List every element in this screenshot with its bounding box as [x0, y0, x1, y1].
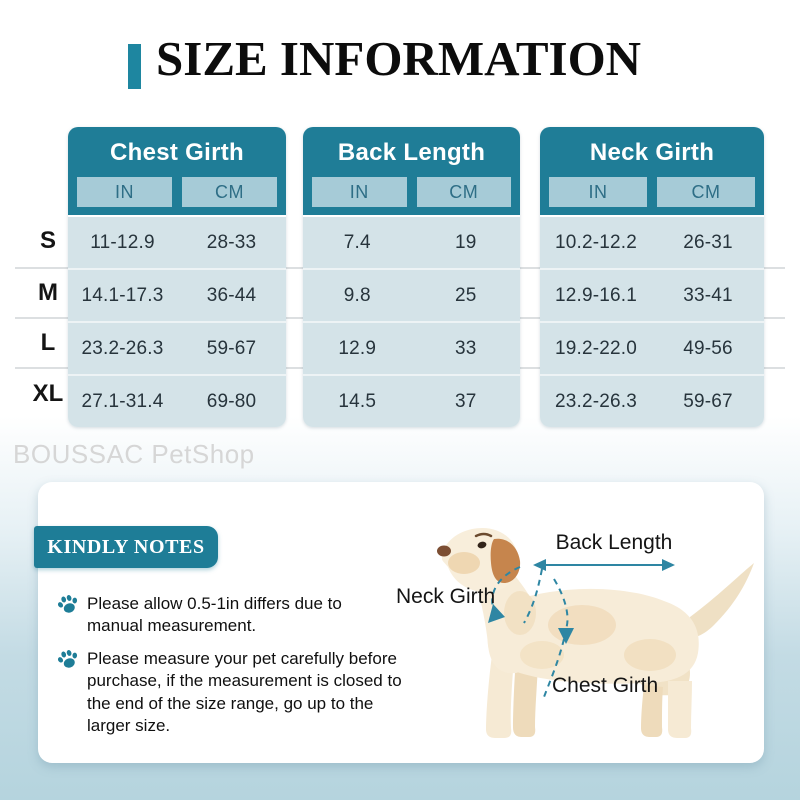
table-row: 9.8 25 — [303, 268, 520, 321]
size-label-l: L — [40, 329, 56, 356]
note-text: Please measure your pet carefully before… — [87, 649, 402, 736]
unit-header-in: IN — [312, 177, 407, 207]
table-header: Back Length IN CM — [303, 127, 520, 215]
cell-cm: 37 — [454, 390, 477, 412]
shop-watermark: BOUSSAC PetShop — [13, 439, 255, 469]
cell-in: 7.4 — [343, 231, 371, 253]
table-row: 11-12.9 28-33 — [68, 217, 286, 268]
table-row: 23.2-26.3 59-67 — [68, 321, 286, 374]
table-row: 12.9 33 — [303, 321, 520, 374]
page-title: SIZE INFORMATION — [156, 31, 642, 86]
paw-icon — [57, 595, 78, 613]
unit-header-cm: CM — [657, 177, 755, 207]
cell-in: 14.1-17.3 — [81, 284, 164, 306]
table-row: 27.1-31.4 69-80 — [68, 374, 286, 427]
table-body: 7.4 19 9.8 25 12.9 33 14.5 37 — [303, 217, 520, 427]
note-text: Please allow 0.5-1in differs due to manu… — [87, 594, 342, 636]
cell-in: 12.9 — [338, 337, 377, 359]
size-label-s: S — [39, 227, 56, 254]
cell-cm: 59-67 — [683, 390, 733, 412]
cell-in: 23.2-26.3 — [81, 337, 164, 359]
size-table-back-length: Back Length IN CM 7.4 19 9.8 25 12.9 33 … — [303, 127, 520, 427]
size-label-m: M — [38, 279, 58, 306]
paw-icon — [57, 650, 78, 668]
neck-girth-label: Neck Girth — [396, 585, 496, 608]
table-header: Chest Girth IN CM — [68, 127, 286, 215]
dog-illustration — [437, 527, 754, 738]
table-row: 7.4 19 — [303, 217, 520, 268]
table-row: 10.2-12.2 26-31 — [540, 217, 764, 268]
title-accent-bar — [128, 44, 141, 89]
cell-in: 12.9-16.1 — [554, 284, 638, 306]
cell-in: 10.2-12.2 — [554, 231, 638, 253]
table-body: 10.2-12.2 26-31 12.9-16.1 33-41 19.2-22.… — [540, 217, 764, 427]
size-label-xl: XL — [32, 380, 64, 407]
table-title: Chest Girth — [110, 139, 244, 166]
table-row: 12.9-16.1 33-41 — [540, 268, 764, 321]
size-table-neck-girth: Neck Girth IN CM 10.2-12.2 26-31 12.9-16… — [540, 127, 764, 427]
table-row: 19.2-22.0 49-56 — [540, 321, 764, 374]
cell-cm: 33 — [454, 337, 477, 359]
unit-header-cm: CM — [416, 177, 511, 207]
unit-header-in: IN — [77, 177, 172, 207]
cell-cm: 19 — [454, 231, 477, 253]
kindly-notes-banner: KINDLY NOTES — [34, 526, 218, 568]
cell-cm: 25 — [454, 284, 477, 306]
table-header: Neck Girth IN CM — [540, 127, 764, 215]
cell-cm: 59-67 — [206, 337, 257, 359]
cell-cm: 49-56 — [683, 337, 733, 359]
chest-girth-label: Chest Girth — [552, 674, 659, 697]
cell-in: 11-12.9 — [90, 231, 155, 253]
note-item: Please allow 0.5-1in differs due to manu… — [56, 593, 406, 638]
table-row: 14.5 37 — [303, 374, 520, 427]
cell-cm: 28-33 — [206, 231, 257, 253]
size-table-chest-girth: Chest Girth IN CM 11-12.9 28-33 14.1-17.… — [68, 127, 286, 427]
table-row: 23.2-26.3 59-67 — [540, 374, 764, 427]
note-item: Please measure your pet carefully before… — [56, 648, 426, 738]
cell-in: 14.5 — [338, 390, 377, 412]
cell-cm: 26-31 — [683, 231, 733, 253]
cell-in: 19.2-22.0 — [554, 337, 638, 359]
cell-cm: 33-41 — [683, 284, 733, 306]
table-title: Back Length — [337, 139, 486, 166]
table-body: 11-12.9 28-33 14.1-17.3 36-44 23.2-26.3 … — [68, 217, 286, 427]
back-length-label: Back Length — [555, 531, 673, 554]
cell-cm: 69-80 — [206, 390, 257, 412]
cell-cm: 36-44 — [206, 284, 257, 306]
cell-in: 23.2-26.3 — [554, 390, 638, 412]
cell-in: 9.8 — [343, 284, 371, 306]
table-row: 14.1-17.3 36-44 — [68, 268, 286, 321]
unit-header-cm: CM — [182, 177, 277, 207]
cell-in: 27.1-31.4 — [81, 390, 164, 412]
unit-header-in: IN — [549, 177, 647, 207]
table-title: Neck Girth — [589, 139, 715, 166]
